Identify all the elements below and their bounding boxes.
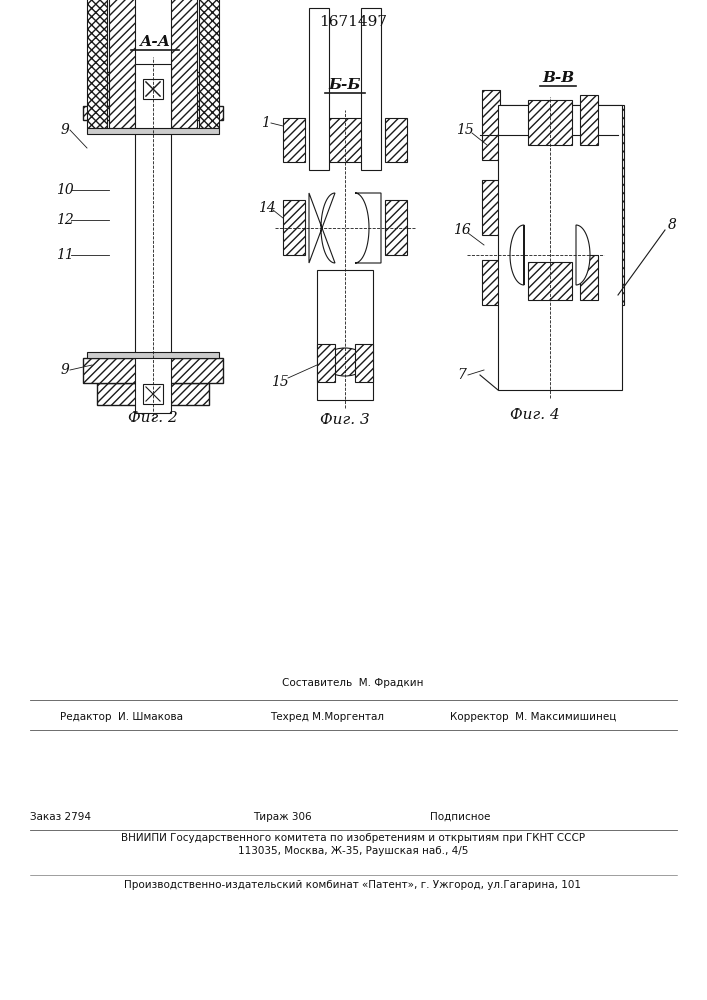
Text: 12: 12 <box>56 213 74 227</box>
Bar <box>528 262 572 300</box>
Text: 15: 15 <box>456 123 474 137</box>
Bar <box>109 0 135 128</box>
Bar <box>283 200 305 255</box>
Text: 1671497: 1671497 <box>319 15 387 29</box>
Text: Редактор  И. Шмакова: Редактор И. Шмакова <box>60 712 183 722</box>
Text: 9: 9 <box>61 123 69 137</box>
Bar <box>482 260 500 305</box>
Text: Тираж 306: Тираж 306 <box>253 812 312 822</box>
Polygon shape <box>355 193 381 263</box>
Bar <box>309 8 329 170</box>
Bar <box>355 344 373 382</box>
Bar <box>385 118 407 162</box>
Text: Производственно-издательский комбинат «Патент», г. Ужгород, ул.Гагарина, 101: Производственно-издательский комбинат «П… <box>124 880 581 890</box>
Bar <box>135 64 171 413</box>
Text: 1: 1 <box>261 116 269 130</box>
Bar <box>361 8 381 170</box>
Bar <box>143 79 163 99</box>
Text: Составитель  М. Фрадкин: Составитель М. Фрадкин <box>282 678 423 688</box>
Text: Заказ 2794: Заказ 2794 <box>30 812 91 822</box>
Bar <box>317 344 335 382</box>
Text: Подписное: Подписное <box>430 812 491 822</box>
Ellipse shape <box>323 348 367 376</box>
Bar <box>97 72 209 106</box>
Text: 9: 9 <box>61 363 69 377</box>
Text: Фиг. 3: Фиг. 3 <box>320 413 370 427</box>
Polygon shape <box>576 225 590 285</box>
Bar <box>528 100 572 145</box>
Text: 10: 10 <box>56 183 74 197</box>
Bar <box>87 0 107 128</box>
Text: Техред М.Моргентал: Техред М.Моргентал <box>270 712 384 722</box>
Text: 7: 7 <box>457 368 467 382</box>
Bar <box>199 0 219 128</box>
Bar <box>87 128 219 134</box>
Text: Корректор  М. Максимишинец: Корректор М. Максимишинец <box>450 712 617 722</box>
Text: 8: 8 <box>668 218 677 232</box>
Bar <box>482 90 500 160</box>
Text: ВНИИПИ Государственного комитета по изобретениям и открытиям при ГКНТ СССР: ВНИИПИ Государственного комитета по изоб… <box>121 833 585 843</box>
Bar <box>385 200 407 255</box>
Text: 113035, Москва, Ж-35, Раушская наб., 4/5: 113035, Москва, Ж-35, Раушская наб., 4/5 <box>238 846 468 856</box>
Bar <box>498 105 618 135</box>
Bar <box>317 270 373 400</box>
Text: 16: 16 <box>453 223 471 237</box>
Text: Фиг. 4: Фиг. 4 <box>510 408 560 422</box>
Text: В-В: В-В <box>542 71 574 85</box>
Text: 15: 15 <box>271 375 289 389</box>
Bar <box>323 118 367 162</box>
Bar <box>618 105 624 305</box>
Bar <box>97 383 209 405</box>
Bar <box>171 0 197 128</box>
Polygon shape <box>510 225 524 285</box>
Bar <box>498 105 622 390</box>
Bar <box>580 95 598 145</box>
Bar <box>83 358 223 383</box>
Text: 14: 14 <box>258 201 276 215</box>
Text: А-А: А-А <box>139 35 170 49</box>
Bar <box>87 352 219 358</box>
Bar <box>143 384 163 404</box>
Text: Б-Б: Б-Б <box>329 78 361 92</box>
Bar <box>580 255 598 300</box>
Bar <box>482 180 500 235</box>
Text: Фиг. 2: Фиг. 2 <box>128 411 178 425</box>
Text: 11: 11 <box>56 248 74 262</box>
Bar <box>83 106 223 120</box>
Polygon shape <box>309 193 335 263</box>
Bar <box>283 118 305 162</box>
